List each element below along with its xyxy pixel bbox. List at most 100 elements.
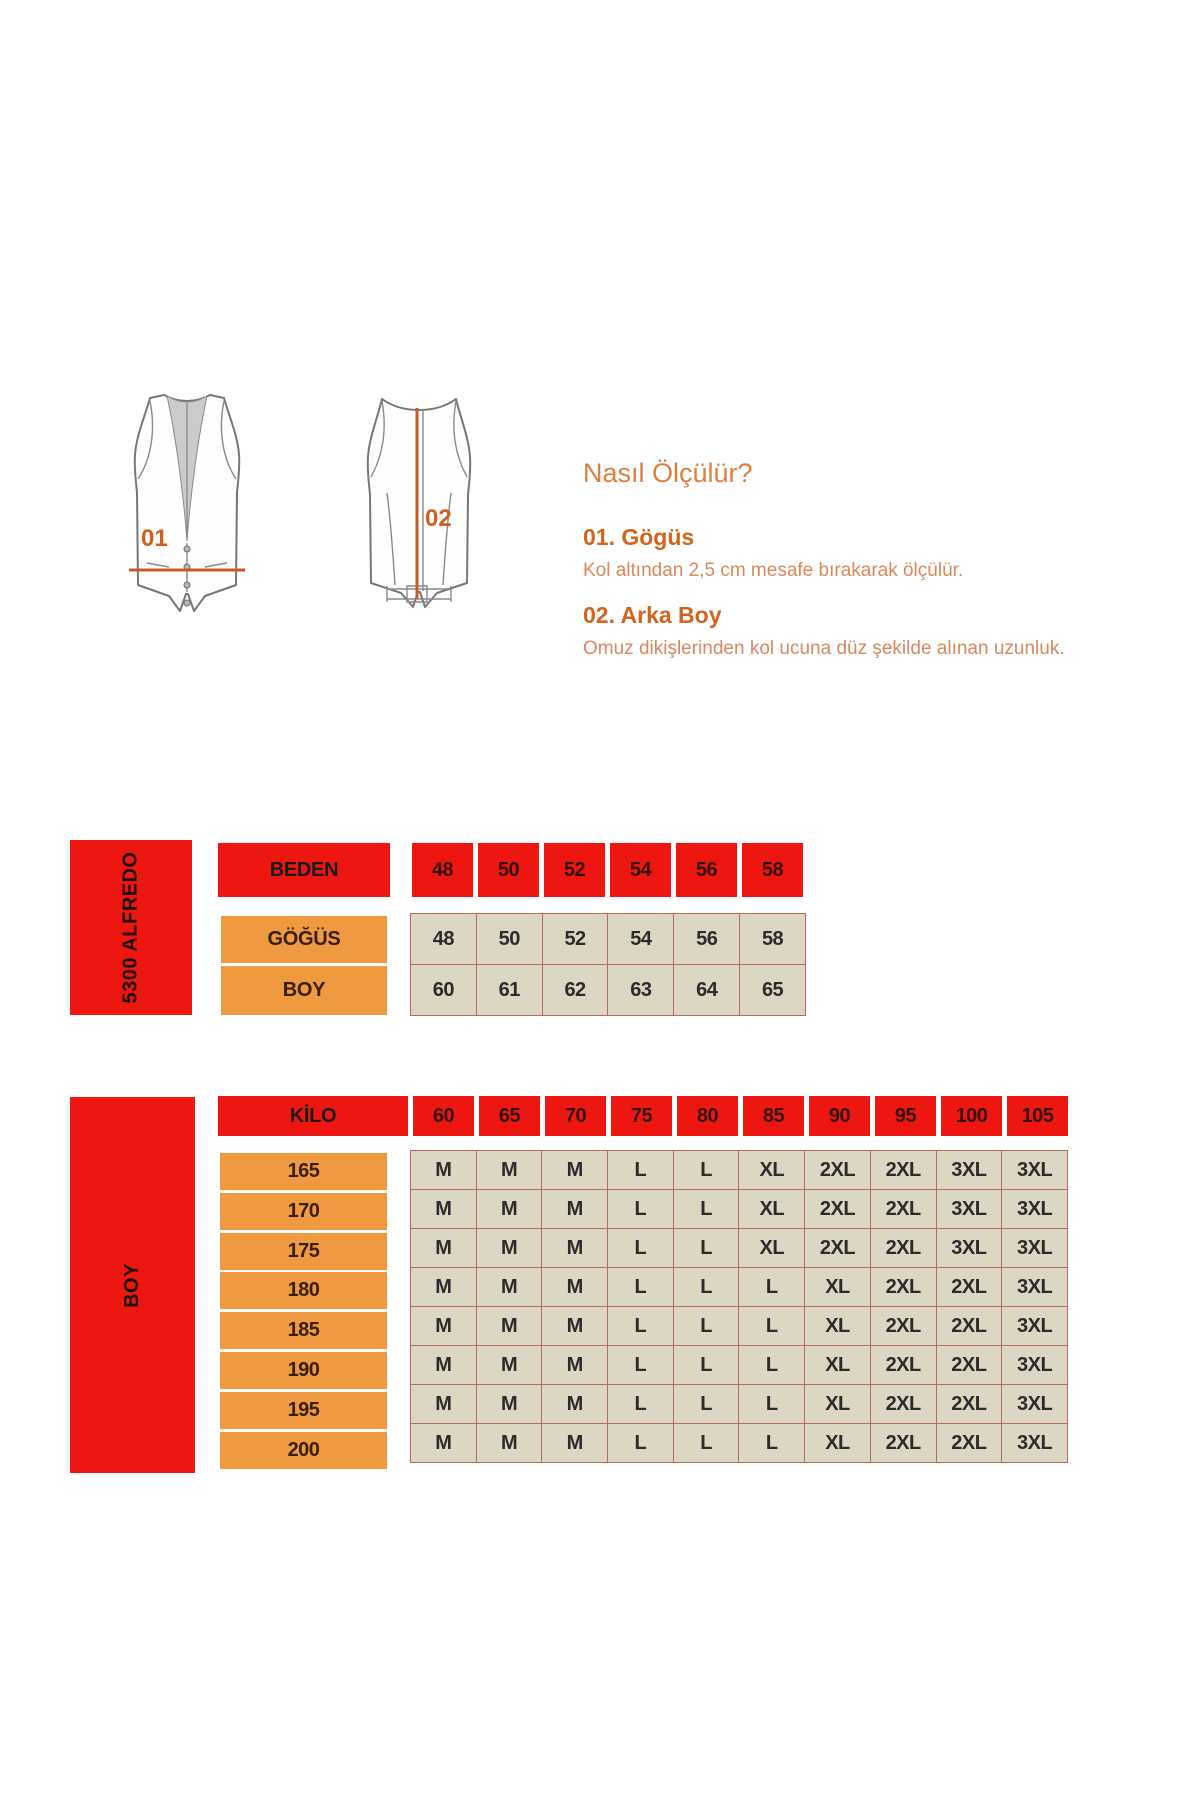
- recommended-size-cell: L: [672, 1189, 740, 1229]
- recommended-size-cell: XL: [738, 1228, 806, 1268]
- table-row: M M M L L XL 2XL 2XL 3XL 3XL: [410, 1189, 1068, 1229]
- measurement-value-cell: 63: [607, 964, 675, 1016]
- measurement-value-cell: 65: [739, 964, 806, 1016]
- recommended-size-cell: L: [607, 1423, 674, 1463]
- recommended-size-cell: L: [672, 1423, 740, 1463]
- recommended-size-cell: L: [607, 1345, 674, 1385]
- recommended-size-cell: 3XL: [1001, 1189, 1068, 1229]
- height-labels-column: 165 170 175 180 185 190 195 200: [220, 1153, 387, 1469]
- table-row: M M M L L L XL 2XL 2XL 3XL: [410, 1306, 1068, 1346]
- recommended-size-cell: 2XL: [869, 1384, 937, 1424]
- recommended-size-cell: M: [541, 1384, 609, 1424]
- vest-back-drawing: [366, 398, 472, 608]
- vest-front-illustration: 01: [123, 393, 251, 628]
- kilo-value-cell: 60: [413, 1096, 474, 1136]
- recommended-size-cell: 3XL: [1001, 1345, 1068, 1385]
- beden-size-cell: 58: [742, 843, 803, 897]
- recommended-size-cell: 3XL: [1001, 1267, 1068, 1307]
- kilo-values-row: 60 65 70 75 80 85 90 95 100 105: [413, 1096, 1068, 1136]
- measurement-value-cell: 50: [475, 913, 543, 965]
- table-row: M M M L L L XL 2XL 2XL 3XL: [410, 1345, 1068, 1385]
- fit-sidebar-label: BOY: [121, 1262, 143, 1308]
- recommended-size-cell: M: [541, 1345, 609, 1385]
- product-code-label: 5300 ALFREDO: [119, 851, 142, 1004]
- recommended-size-cell: M: [541, 1150, 609, 1190]
- measurement-value-cell: 62: [541, 964, 609, 1016]
- instruction-2-heading: 02. Arka Boy: [583, 602, 722, 628]
- fit-table-sidebar: BOY: [70, 1097, 195, 1473]
- measurement-value-cell: 60: [410, 964, 477, 1016]
- recommended-size-cell: M: [410, 1267, 477, 1307]
- instruction-1-body: Kol altından 2,5 cm mesafe bırakarak ölç…: [583, 560, 964, 581]
- beden-size-cell: 52: [544, 843, 605, 897]
- recommended-size-cell: L: [672, 1228, 740, 1268]
- measurement-value-cell: 61: [475, 964, 543, 1016]
- recommended-size-cell: XL: [804, 1384, 871, 1424]
- beden-size-cell: 56: [676, 843, 737, 897]
- recommended-size-cell: XL: [738, 1150, 806, 1190]
- kilo-value-cell: 75: [611, 1096, 672, 1136]
- measurement-value-cell: 48: [410, 913, 477, 965]
- recommended-size-cell: 3XL: [1001, 1228, 1068, 1268]
- recommended-size-cell: XL: [804, 1423, 871, 1463]
- recommended-size-cell: 2XL: [935, 1384, 1003, 1424]
- instruction-1-heading: 01. Gögüs: [583, 524, 695, 550]
- kilo-value-cell: 85: [743, 1096, 804, 1136]
- kilo-value-cell: 70: [545, 1096, 606, 1136]
- recommended-size-cell: 3XL: [1001, 1423, 1068, 1463]
- recommended-size-cell: M: [541, 1423, 609, 1463]
- measurement-value-cell: 52: [541, 913, 609, 965]
- recommended-size-cell: M: [410, 1228, 477, 1268]
- kilo-value-cell: 65: [479, 1096, 540, 1136]
- height-label-cell: 165: [220, 1153, 387, 1190]
- recommended-size-cell: 2XL: [804, 1228, 871, 1268]
- recommended-size-cell: 2XL: [804, 1150, 871, 1190]
- recommended-size-cell: 2XL: [869, 1267, 937, 1307]
- recommended-size-cell: M: [410, 1345, 477, 1385]
- height-label-cell: 180: [220, 1272, 387, 1310]
- product-measurements-grid: 48 50 52 54 56 58 60 61 62 63 64 65: [410, 913, 806, 1016]
- vest-back-illustration: 02: [357, 393, 481, 628]
- recommended-size-cell: 2XL: [935, 1306, 1003, 1346]
- kilo-value-cell: 100: [941, 1096, 1002, 1136]
- recommended-size-cell: 2XL: [869, 1189, 937, 1229]
- recommended-size-cell: L: [607, 1384, 674, 1424]
- recommended-size-cell: L: [738, 1423, 806, 1463]
- recommended-size-cell: 2XL: [935, 1345, 1003, 1385]
- recommended-size-cell: 2XL: [869, 1150, 937, 1190]
- recommended-size-cell: L: [607, 1306, 674, 1346]
- recommended-size-cell: M: [410, 1150, 477, 1190]
- recommended-size-cell: 2XL: [935, 1423, 1003, 1463]
- beden-size-cell: 50: [478, 843, 539, 897]
- recommended-size-cell: M: [475, 1306, 543, 1346]
- recommended-size-cell: M: [410, 1423, 477, 1463]
- instructions-title: Nasıl Ölçülür?: [583, 458, 753, 488]
- measure-point-01-label: 01: [141, 525, 168, 552]
- height-label-cell: 195: [220, 1391, 387, 1429]
- product-code-sidebar: 5300 ALFREDO: [70, 840, 192, 1015]
- recommended-size-grid: M M M L L XL 2XL 2XL 3XL 3XL M M M L L XL 2XL 2XL 3XL 3XL M M…: [410, 1150, 1068, 1463]
- height-label-cell: 170: [220, 1192, 387, 1230]
- recommended-size-cell: L: [738, 1384, 806, 1424]
- recommended-size-cell: L: [607, 1228, 674, 1268]
- recommended-size-cell: L: [738, 1267, 806, 1307]
- beden-row-label: BEDEN: [218, 843, 390, 897]
- recommended-size-cell: M: [475, 1267, 543, 1307]
- recommended-size-cell: M: [541, 1267, 609, 1307]
- kilo-value-cell: 105: [1007, 1096, 1068, 1136]
- height-label-cell: 175: [220, 1232, 387, 1270]
- recommended-size-cell: L: [607, 1267, 674, 1307]
- table-row: M M M L L L XL 2XL 2XL 3XL: [410, 1423, 1068, 1463]
- recommended-size-cell: 2XL: [869, 1228, 937, 1268]
- recommended-size-cell: L: [607, 1189, 674, 1229]
- recommended-size-cell: 3XL: [935, 1150, 1003, 1190]
- recommended-size-cell: M: [541, 1189, 609, 1229]
- measurement-value-cell: 58: [739, 913, 806, 965]
- kilo-value-cell: 95: [875, 1096, 936, 1136]
- measurement-value-cell: 54: [607, 913, 675, 965]
- table-row: 60 61 62 63 64 65: [410, 964, 806, 1016]
- beden-size-cell: 54: [610, 843, 671, 897]
- recommended-size-cell: M: [541, 1228, 609, 1268]
- recommended-size-cell: XL: [804, 1267, 871, 1307]
- recommended-size-cell: M: [475, 1189, 543, 1229]
